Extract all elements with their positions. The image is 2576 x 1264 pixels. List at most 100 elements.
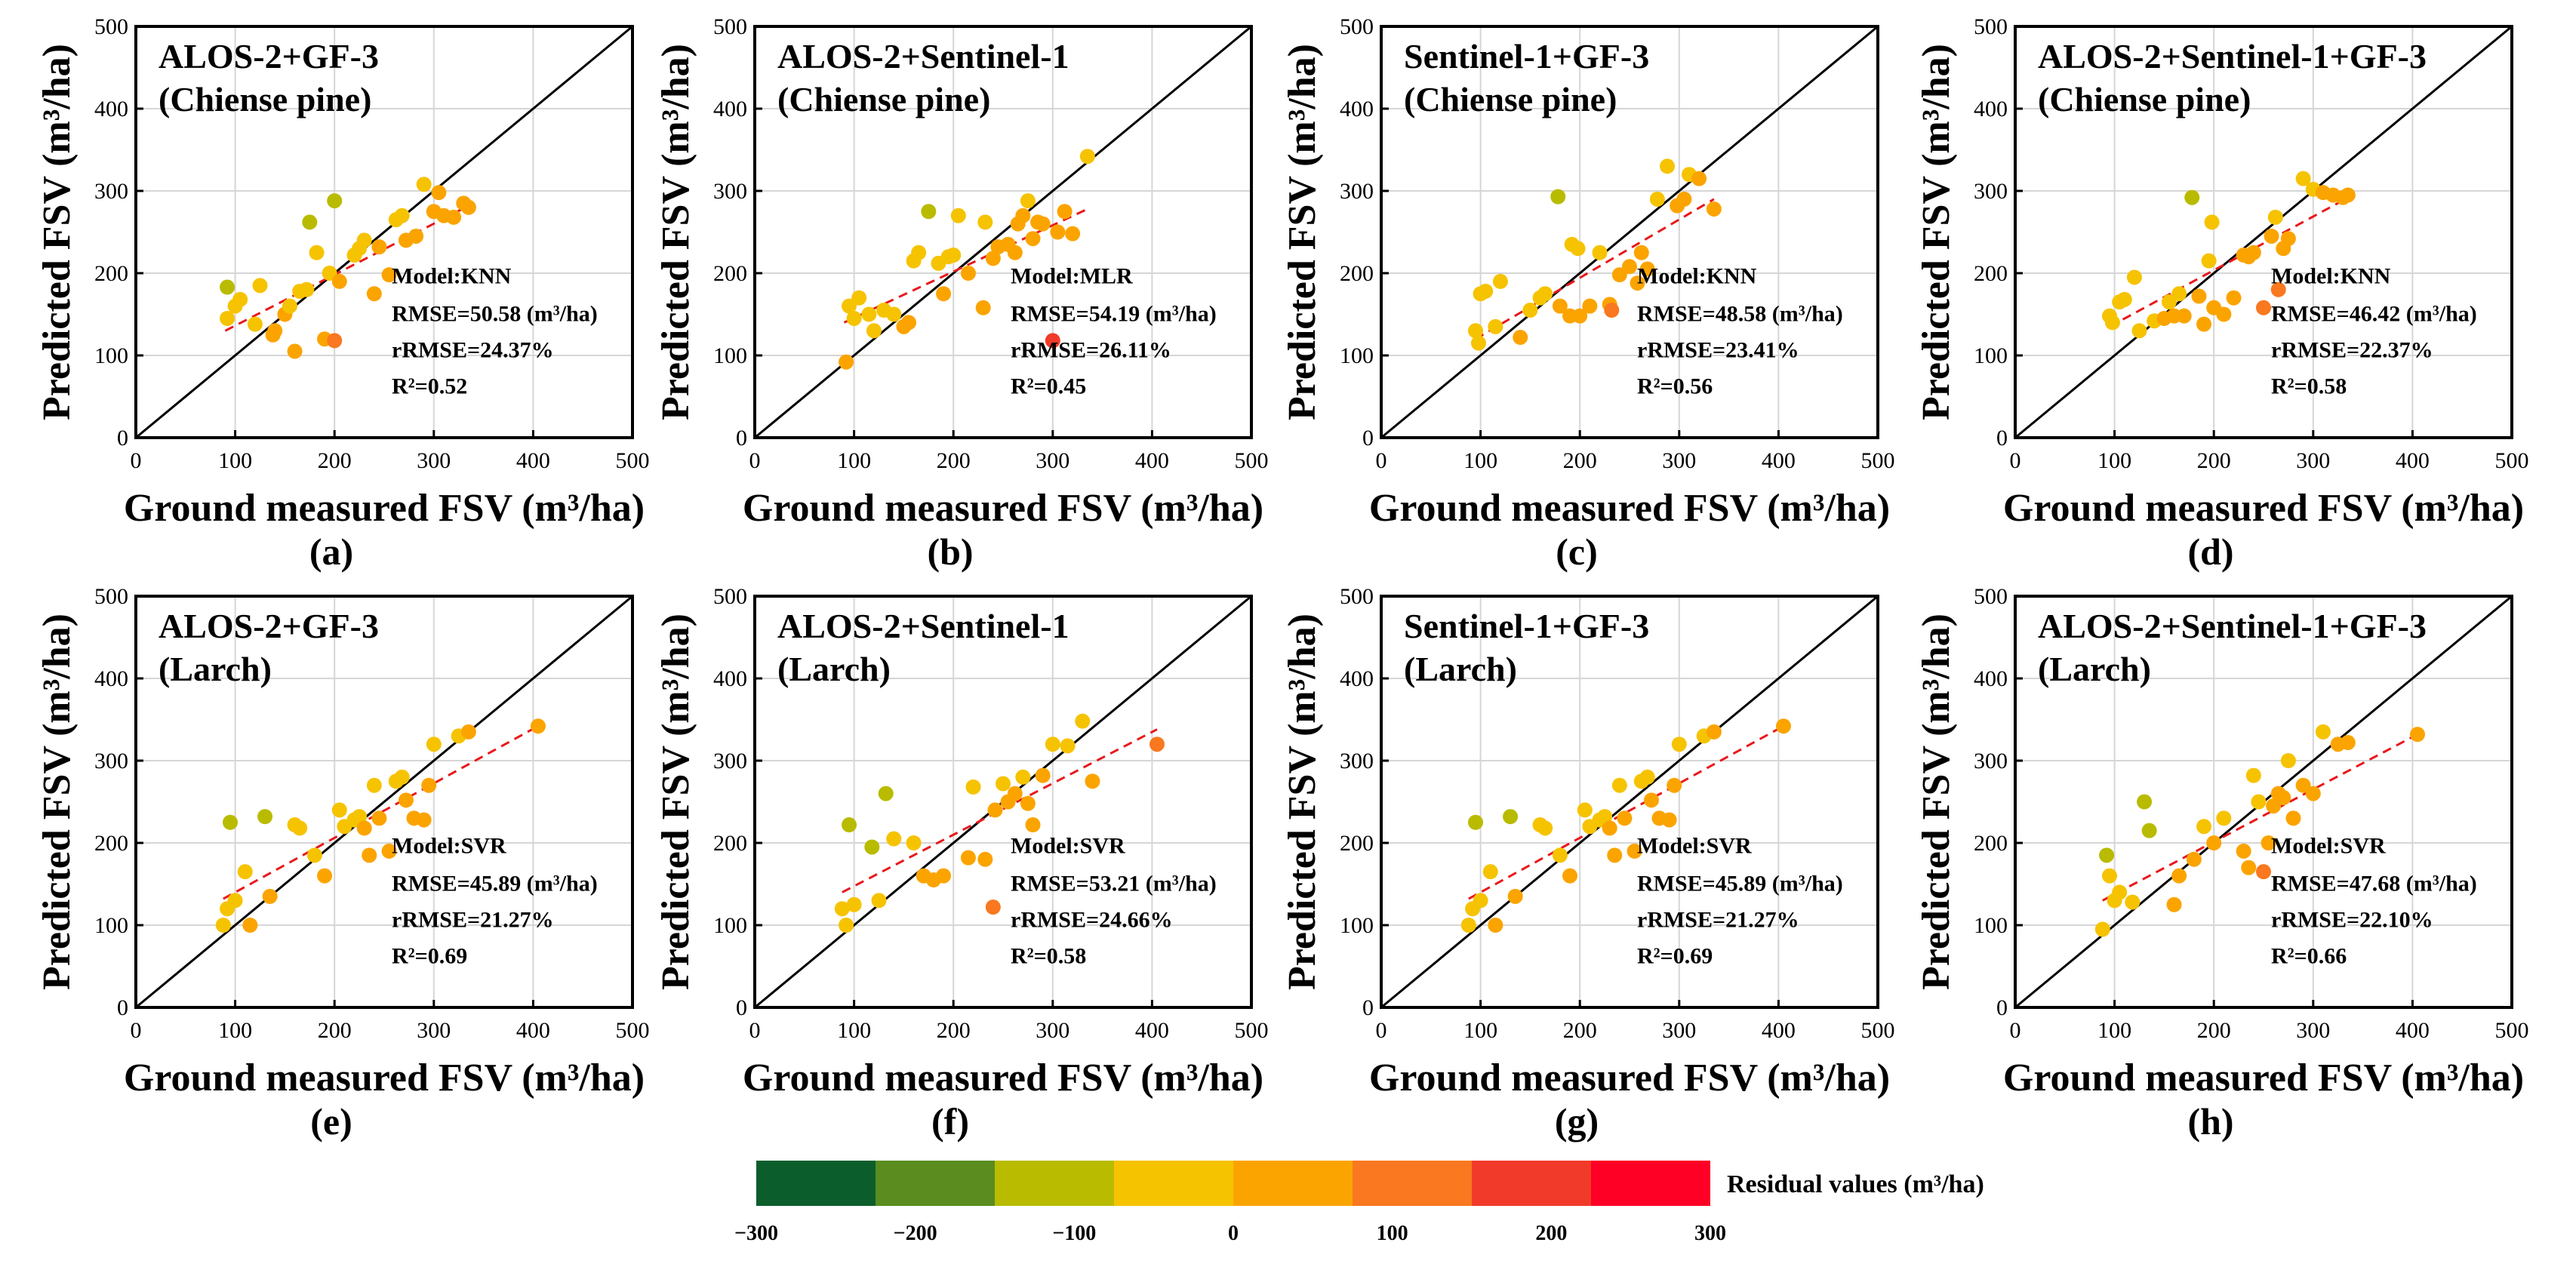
x-tick-label: 300 (1662, 448, 1696, 473)
model-label: Model:SVR (1637, 834, 1752, 859)
data-point (331, 802, 347, 818)
rrmse-label: rRMSE=24.37% (392, 338, 554, 363)
panel-label: (h) (2187, 1100, 2233, 1143)
data-point (960, 850, 976, 866)
data-point (2340, 187, 2356, 203)
legend-swatch (995, 1161, 1114, 1206)
y-tick-label: 0 (117, 426, 128, 451)
y-tick-label: 300 (94, 749, 128, 773)
y-tick-label: 400 (94, 666, 128, 691)
data-point (322, 266, 337, 281)
data-point (2256, 300, 2271, 315)
r2-label: R²=0.66 (2271, 944, 2347, 969)
chart-subtitle: (Chiense pine) (777, 80, 990, 118)
panel-label: (e) (310, 1100, 352, 1143)
rrmse-label: rRMSE=21.27% (1637, 908, 1799, 933)
data-point (839, 918, 854, 933)
data-point (1660, 158, 1676, 174)
data-point (2245, 767, 2261, 783)
x-tick-label: 300 (1662, 1018, 1696, 1043)
data-point (2261, 835, 2276, 850)
data-point (1045, 737, 1060, 752)
one-to-one-line (135, 595, 633, 1009)
plot-frame (134, 25, 634, 439)
chart-panel-3: 0 100 200 300 400 500 0 100 200 300 400 500 Sentinel… (1281, 14, 1895, 573)
data-point (1075, 713, 1091, 729)
legend-tick-label: −300 (734, 1222, 778, 1245)
y-tick-label: 500 (1340, 14, 1374, 39)
data-point (2116, 291, 2132, 307)
data-point (1537, 286, 1553, 302)
x-tick-label: 400 (2396, 448, 2430, 473)
rrmse-label: rRMSE=24.66% (1011, 908, 1173, 933)
legend-tick-label: −200 (894, 1222, 937, 1245)
data-point (1706, 724, 1722, 740)
data-point (394, 208, 410, 223)
plot-frame (1380, 25, 1879, 439)
data-point (252, 278, 268, 294)
x-tick-label: 0 (2010, 1018, 2021, 1043)
data-point (2216, 810, 2232, 826)
data-point (2280, 753, 2296, 768)
r2-label: R²=0.69 (1637, 944, 1713, 969)
x-axis-title: Ground measured FSV (m³/ha) (124, 487, 645, 530)
data-point (936, 286, 952, 302)
data-point (247, 316, 263, 332)
x-tick-label: 100 (837, 1018, 871, 1043)
panel-label: (a) (309, 531, 353, 573)
y-tick-label: 400 (1974, 97, 2008, 121)
chart-title: ALOS-2+Sentinel-1+GF-3 (2038, 607, 2427, 645)
legend-tick-label: 300 (1694, 1222, 1726, 1245)
panel-label: (c) (1556, 531, 1598, 573)
data-point (1035, 216, 1051, 232)
plot-frame (134, 595, 634, 1009)
data-point (1552, 298, 1568, 314)
y-tick-label: 100 (1974, 913, 2008, 938)
data-point (946, 248, 962, 263)
data-point (2201, 253, 2217, 269)
data-point (1622, 259, 1637, 275)
data-point (1522, 303, 1538, 318)
y-tick-label: 200 (713, 261, 747, 286)
data-point (960, 266, 976, 281)
data-point (1079, 149, 1095, 165)
data-point (416, 812, 432, 828)
legend-swatch (1114, 1161, 1233, 1206)
data-point (1007, 786, 1023, 801)
panel-label: (b) (927, 531, 973, 573)
data-point (936, 868, 952, 884)
one-to-one-line (135, 25, 633, 439)
y-tick-label: 100 (1974, 343, 2008, 368)
legend-swatch (876, 1161, 995, 1206)
x-tick-label: 500 (2495, 1018, 2529, 1043)
data-point (1057, 204, 1073, 220)
y-tick-label: 100 (94, 913, 128, 938)
legend-swatch (1353, 1161, 1472, 1206)
y-tick-label: 300 (1340, 749, 1374, 773)
data-point (2270, 281, 2286, 297)
r2-label: R²=0.58 (1011, 944, 1086, 969)
data-point (2216, 306, 2232, 322)
x-tick-label: 100 (2097, 1018, 2131, 1043)
x-tick-label: 100 (1463, 448, 1497, 473)
data-point (287, 343, 303, 359)
one-to-one-line (1380, 595, 1879, 1009)
y-tick-label: 0 (736, 995, 747, 1020)
y-tick-label: 400 (1974, 666, 2008, 691)
y-tick-label: 300 (713, 749, 747, 773)
data-point (950, 208, 966, 223)
rrmse-label: rRMSE=26.11% (1011, 338, 1171, 363)
data-point (1015, 769, 1031, 785)
y-tick-label: 300 (1974, 749, 2008, 773)
data-point (2161, 294, 2177, 310)
y-tick-label: 100 (1340, 913, 1374, 938)
x-tick-label: 500 (1235, 448, 1269, 473)
one-to-one-line (754, 25, 1252, 439)
x-tick-label: 0 (1376, 1018, 1387, 1043)
x-tick-label: 300 (2296, 1018, 2330, 1043)
x-tick-label: 400 (516, 1018, 550, 1043)
rmse-label: RMSE=45.89 (m³/ha) (1637, 872, 1843, 896)
rmse-label: RMSE=48.58 (m³/ha) (1637, 302, 1843, 327)
data-point (1513, 330, 1528, 346)
chart-subtitle: (Larch) (2038, 650, 2151, 688)
